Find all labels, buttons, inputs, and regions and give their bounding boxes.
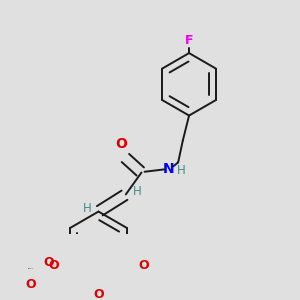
Text: N: N — [163, 162, 175, 176]
Text: F: F — [185, 34, 193, 47]
Text: O: O — [48, 259, 59, 272]
Text: O: O — [26, 278, 36, 291]
Text: H: H — [177, 164, 186, 177]
Text: O: O — [93, 288, 104, 300]
Text: H: H — [83, 202, 92, 215]
Text: methoxy: methoxy — [28, 268, 34, 269]
Text: O: O — [43, 256, 54, 269]
Text: O: O — [138, 259, 149, 272]
Text: H: H — [132, 185, 141, 198]
Text: O: O — [115, 137, 127, 151]
